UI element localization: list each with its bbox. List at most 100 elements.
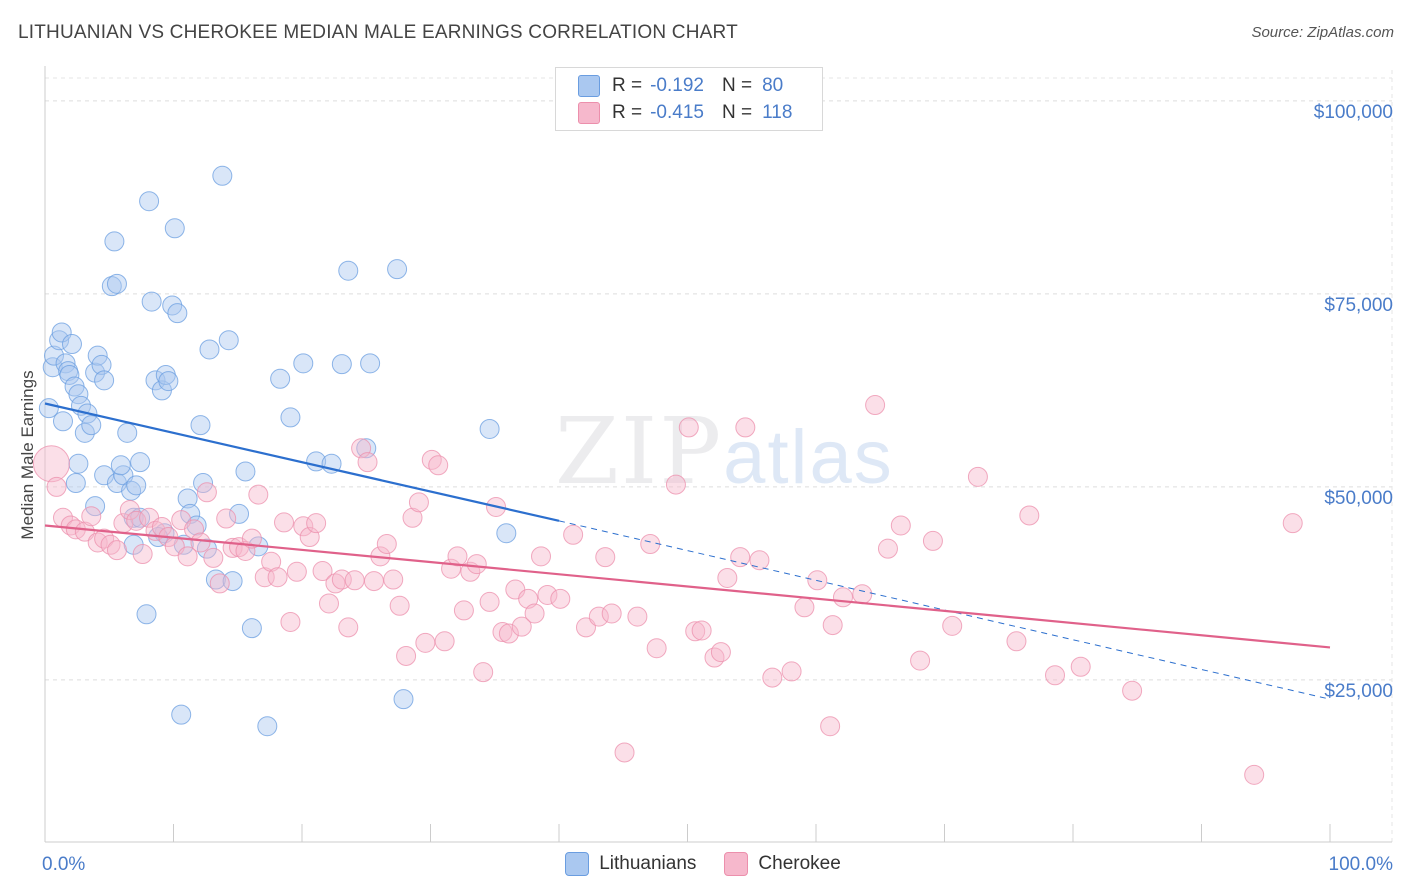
- point-lithuanians: [186, 515, 207, 536]
- point-cherokee: [492, 622, 513, 643]
- point-cherokee: [203, 547, 224, 568]
- point-lithuanians: [94, 370, 115, 391]
- point-cherokee: [81, 506, 102, 527]
- point-cherokee: [241, 528, 262, 549]
- grid-lines: [45, 70, 1393, 842]
- point-cherokee: [832, 587, 853, 608]
- point-cherokee: [408, 492, 429, 513]
- trend-lines: [44, 402, 1331, 700]
- point-cherokee: [614, 742, 635, 763]
- r-label: R =: [612, 75, 643, 96]
- point-cherokee: [781, 661, 802, 682]
- point-cherokee: [248, 484, 269, 505]
- n-value: 118: [762, 102, 793, 123]
- point-lithuanians: [85, 496, 106, 517]
- point-lithuanians: [81, 415, 102, 436]
- point-lithuanians: [51, 322, 72, 343]
- point-lithuanians: [338, 260, 359, 281]
- point-cherokee: [447, 546, 468, 567]
- point-cherokee: [466, 554, 487, 575]
- point-cherokee: [286, 561, 307, 582]
- watermark-atlas: atlas: [723, 415, 894, 500]
- trend-line-cherokee: [44, 524, 1331, 649]
- point-cherokee: [216, 508, 237, 529]
- point-cherokee: [453, 600, 474, 621]
- stats-legend-row-lithuanians: R = -0.192 N = 80: [578, 73, 783, 99]
- point-cherokee: [1282, 513, 1303, 534]
- point-lithuanians: [257, 716, 278, 737]
- y-tick-label: $75,000: [1324, 295, 1393, 316]
- legend-item-lithuanians: Lithuanians: [565, 852, 696, 876]
- point-lithuanians: [190, 415, 211, 436]
- point-cherokee: [749, 550, 770, 571]
- n-value: 80: [762, 75, 784, 96]
- trend-line-lithuanians: [44, 402, 560, 522]
- point-cherokee: [665, 474, 686, 495]
- legend-item-cherokee: Cherokee: [724, 852, 841, 876]
- point-cherokee: [646, 638, 667, 659]
- point-lithuanians: [280, 407, 301, 428]
- point-cherokee: [588, 606, 609, 627]
- point-lithuanians: [167, 303, 188, 324]
- point-cherokee: [691, 620, 712, 641]
- legend-swatch-cherokee: [578, 102, 600, 124]
- point-cherokee: [794, 597, 815, 618]
- legend-label-lithuanians: Lithuanians: [599, 853, 697, 874]
- n-label: N =: [721, 75, 753, 96]
- point-lithuanians: [387, 259, 408, 280]
- point-cherokee: [1019, 505, 1040, 526]
- point-cherokee: [575, 617, 596, 638]
- point-lithuanians: [158, 371, 179, 392]
- point-cherokee: [74, 521, 95, 542]
- point-cherokee: [46, 476, 67, 497]
- point-cherokee: [967, 466, 988, 487]
- point-lithuanians: [55, 353, 76, 374]
- point-cherokee: [685, 621, 706, 642]
- point-cherokee: [537, 584, 558, 605]
- point-cherokee: [479, 591, 500, 612]
- point-cherokee: [890, 515, 911, 536]
- point-cherokee: [344, 570, 365, 591]
- point-lithuanians: [126, 475, 147, 496]
- stats-legend: R = -0.192 N = 80 R = -0.415 N = 118: [555, 67, 823, 131]
- point-cherokee: [325, 573, 346, 594]
- point-cherokee: [119, 500, 140, 521]
- point-cherokee: [126, 510, 147, 531]
- point-lithuanians: [130, 452, 151, 473]
- y-axis-label: Median Male Earnings: [18, 370, 37, 539]
- point-lithuanians: [61, 334, 82, 355]
- point-cherokee: [94, 528, 115, 549]
- point-lithuanians: [68, 384, 89, 405]
- point-cherokee: [865, 395, 886, 416]
- stats-legend-row-cherokee: R = -0.415 N = 118: [578, 100, 792, 126]
- point-cherokee: [383, 569, 404, 590]
- point-cherokee: [280, 611, 301, 632]
- point-cherokee: [100, 534, 121, 555]
- point-lithuanians: [270, 368, 291, 389]
- point-cherokee: [717, 567, 738, 588]
- point-cherokee: [518, 588, 539, 609]
- point-cherokee: [762, 667, 783, 688]
- data-points: [32, 165, 1303, 785]
- point-lithuanians: [43, 345, 64, 366]
- point-cherokee: [524, 603, 545, 624]
- point-cherokee: [402, 507, 423, 528]
- point-lithuanians: [38, 398, 59, 419]
- point-cherokee: [640, 534, 661, 555]
- point-cherokee: [822, 615, 843, 636]
- point-lithuanians: [74, 422, 95, 443]
- point-lithuanians: [59, 364, 80, 385]
- point-lithuanians: [212, 165, 233, 186]
- chart-title: LITHUANIAN VS CHEROKEE MEDIAN MALE EARNI…: [18, 22, 738, 43]
- point-cherokee: [601, 603, 622, 624]
- x-tick-label: 0.0%: [42, 854, 85, 875]
- point-cherokee: [267, 567, 288, 588]
- point-lithuanians: [68, 453, 89, 474]
- point-lithuanians: [479, 418, 500, 439]
- y-tick-label: $100,000: [1314, 102, 1393, 123]
- point-cherokee: [1244, 764, 1265, 785]
- point-cherokee: [1070, 656, 1091, 677]
- point-cherokee: [627, 606, 648, 627]
- point-cherokee: [338, 617, 359, 638]
- point-cherokee: [531, 546, 552, 567]
